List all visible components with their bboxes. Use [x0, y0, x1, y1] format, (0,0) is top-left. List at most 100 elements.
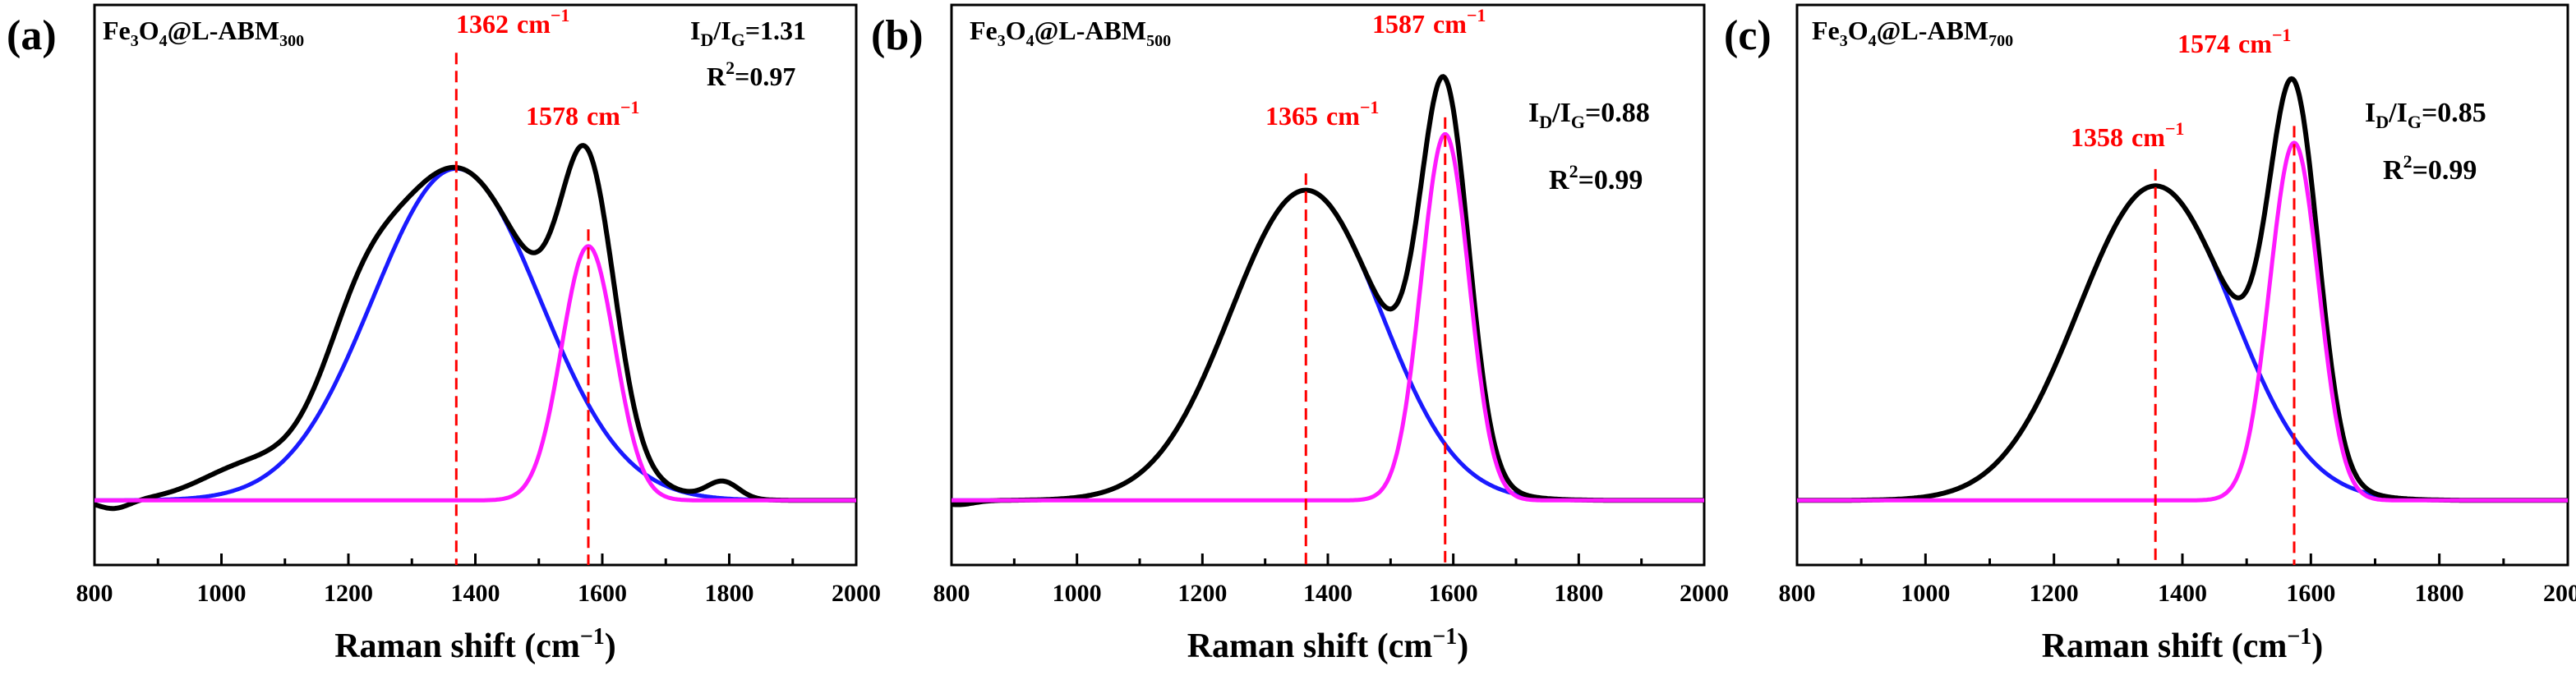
sample-name: Fe3O4@L-ABM500 — [970, 16, 1171, 50]
intensity-ratio: ID/IG=0.88 — [1528, 98, 1650, 132]
text-part: cm — [1433, 9, 1467, 39]
text-part: ) — [1457, 627, 1468, 665]
text-part: cm — [517, 9, 551, 39]
text-part: /I — [712, 16, 730, 45]
series-d-band-fit — [94, 166, 856, 503]
x-tick-label: 1000 — [1053, 580, 1102, 607]
text-part: =0.97 — [735, 62, 795, 91]
text-part: Raman shift (cm — [1187, 627, 1433, 665]
text-part: @L-ABM — [168, 16, 279, 45]
text-part: O — [1006, 16, 1026, 45]
x-tick-label: 2000 — [832, 580, 881, 607]
sample-name: Fe3O4@L-ABM300 — [103, 16, 304, 50]
x-tick-label: 1000 — [1901, 580, 1950, 607]
series-d-band-fit — [952, 188, 1704, 503]
x-axis-label: Raman shift (cm−1) — [1187, 624, 1469, 665]
panel-label: (a) — [7, 12, 57, 59]
text-part: 500 — [1146, 32, 1171, 50]
text-part: =1.31 — [745, 16, 806, 45]
intensity-ratio: ID/IG=0.85 — [2365, 98, 2486, 132]
x-tick-label: 800 — [933, 580, 970, 607]
text-part: −1 — [2272, 25, 2292, 45]
text-part: Raman shift (cm — [2042, 627, 2288, 665]
text-part: =0.85 — [2422, 98, 2486, 128]
intensity-ratio: ID/IG=1.31 — [690, 16, 806, 50]
text-part: −1 — [620, 97, 640, 117]
text-part: 300 — [279, 32, 304, 50]
text-part: ) — [2311, 627, 2323, 665]
text-part: I — [1528, 98, 1539, 128]
text-part: cm — [2238, 29, 2272, 58]
text-part: I — [690, 16, 700, 45]
text-part: 3 — [998, 32, 1006, 50]
x-tick-label: 1400 — [451, 580, 500, 607]
text-part: =0.99 — [1578, 165, 1643, 195]
r-squared: R2=0.99 — [2383, 151, 2477, 186]
x-tick-label: 1800 — [705, 580, 754, 607]
series-measured-spectrum — [94, 143, 856, 512]
text-part: 1362 — [456, 9, 509, 39]
text-part: −1 — [1432, 624, 1457, 650]
x-tick-label: 2000 — [2543, 580, 2576, 607]
text-part: =0.99 — [2412, 155, 2477, 186]
text-part: ) — [605, 627, 616, 665]
text-part: R — [2383, 155, 2403, 186]
text-part: 1365 — [1265, 101, 1318, 131]
plot-frame — [950, 3, 1706, 567]
text-part: −1 — [1360, 97, 1380, 117]
text-part: 4 — [159, 32, 168, 50]
panel-c: 800 1000 1200 1400 1600 1800 2000 Raman shift (… — [1724, 3, 2576, 665]
text-part: I — [2365, 98, 2376, 128]
plot-frame — [1795, 3, 2569, 567]
text-part: −1 — [2165, 118, 2185, 139]
text-part: cm — [587, 101, 620, 131]
text-part: 2 — [726, 57, 735, 78]
panel-label: (c) — [1724, 12, 1772, 59]
x-tick-label: 1800 — [2415, 580, 2464, 607]
text-part: 1358 — [2071, 122, 2123, 152]
x-tick-label: 800 — [1779, 580, 1816, 607]
text-part: cm — [2131, 122, 2165, 152]
d-peak-label: 1358 cm−1 — [2071, 118, 2184, 152]
text-part: Fe — [103, 16, 131, 45]
text-part: 1578 — [526, 101, 578, 131]
sample-name: Fe3O4@L-ABM700 — [1812, 16, 2013, 50]
text-part: @L-ABM — [1877, 16, 1988, 45]
g-peak-label: 1578 cm−1 — [526, 97, 639, 131]
text-part: −1 — [1467, 5, 1486, 25]
text-part: Fe — [970, 16, 998, 45]
series-d-band-fit — [1797, 183, 2568, 503]
text-part: 4 — [1026, 32, 1035, 50]
text-part: 700 — [1988, 32, 2013, 50]
g-peak-label: 1574 cm−1 — [2177, 25, 2291, 58]
x-tick-label: 1600 — [578, 580, 627, 607]
text-part: =0.88 — [1585, 98, 1650, 128]
x-tick-label: 1400 — [1303, 580, 1353, 607]
r-squared: R2=0.97 — [707, 57, 795, 91]
series-g-band-fit — [952, 132, 1704, 503]
text-part: −1 — [2287, 624, 2311, 650]
x-tick-label: 1800 — [1554, 580, 1603, 607]
text-part: 4 — [1869, 32, 1877, 50]
x-tick-label: 800 — [76, 580, 113, 607]
x-axis-label: Raman shift (cm−1) — [2042, 624, 2324, 665]
d-peak-label: 1362 cm−1 — [456, 5, 569, 39]
text-part: O — [1848, 16, 1869, 45]
x-tick-label: 1600 — [2286, 580, 2335, 607]
text-part: O — [139, 16, 159, 45]
x-axis-label: Raman shift (cm−1) — [334, 624, 616, 665]
text-part: Raman shift (cm — [334, 627, 580, 665]
text-part: R — [1549, 165, 1569, 195]
text-part: −1 — [580, 624, 605, 650]
x-tick-label: 1400 — [2158, 580, 2207, 607]
x-tick-label: 2000 — [1680, 580, 1729, 607]
text-part: R — [707, 62, 726, 91]
x-tick-label: 1200 — [324, 580, 373, 607]
text-part: /I — [1551, 98, 1571, 128]
series-g-band-fit — [1797, 140, 2568, 503]
text-part: D — [700, 30, 713, 50]
text-part: D — [1539, 112, 1552, 132]
text-part: G — [2408, 112, 2422, 132]
text-part: cm — [1326, 101, 1360, 131]
